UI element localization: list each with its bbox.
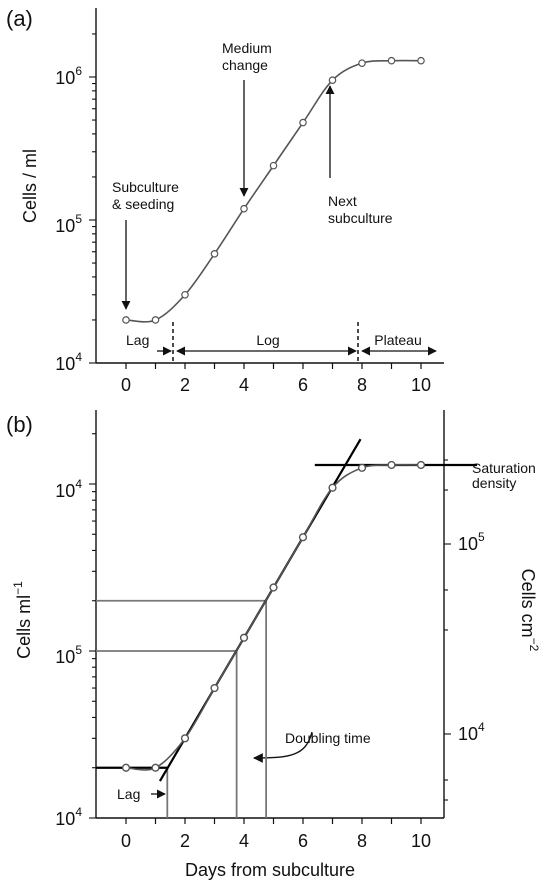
panel-b-x-tick-label: 4 [239, 831, 249, 851]
data-point [387, 56, 396, 65]
lag-annotation: Lag [117, 786, 140, 802]
data-point [357, 463, 367, 472]
doubling-time-annotation: Doubling time [285, 730, 371, 746]
data-point [417, 56, 425, 65]
phase-plateau-label: Plateau [374, 332, 421, 348]
data-point [298, 533, 308, 542]
medium-change-annotation: Medium change [222, 40, 276, 73]
panel-b-data-layer [89, 433, 478, 824]
growth-curve [125, 463, 422, 771]
data-point [358, 59, 366, 67]
data-point [269, 161, 278, 170]
data-point [299, 118, 307, 127]
panel-b-x-tick-label: 8 [357, 831, 367, 851]
panel-a-y-tick-label: 105 [55, 212, 82, 236]
data-point [240, 204, 248, 213]
data-point [151, 316, 160, 324]
data-point [180, 734, 190, 743]
data-point [387, 460, 396, 470]
panel-b-label: (b) [6, 412, 33, 437]
panel-b-y-axis-title: Cells ml−1 [11, 581, 34, 659]
panel-b-x-axis-title: Days from subculture [185, 860, 355, 880]
phase-lag-label: Lag [126, 332, 149, 348]
panel-b-x-tick-label: 6 [298, 831, 308, 851]
saturation-density-annotation: Saturation density [472, 460, 540, 491]
panel-b-y2-axis-title: Cells cm−2 [518, 569, 541, 652]
panel-a-y-tick-label: 104 [55, 350, 82, 374]
data-point [210, 250, 219, 258]
phase-log-label: Log [256, 332, 279, 348]
data-point [181, 290, 189, 299]
panel-a-y-tick-label: 106 [55, 64, 82, 88]
panel-a-x-tick-label: 4 [239, 375, 249, 395]
panel-b-chart: (b) Cells ml−1 Cells cm−2 104 105 104 10… [6, 410, 541, 880]
data-point [416, 460, 426, 470]
panel-a-x-tick-label: 8 [357, 375, 367, 395]
panel-a-y-axis-title: Cells / ml [20, 149, 40, 223]
panel-a-chart: (a) Cells / ml 104 105 106 0 2 4 6 8 10 … [6, 6, 444, 395]
panel-b-y-tick-label: 105 [55, 643, 82, 667]
panel-b-y-tick-label: 104 [55, 477, 82, 501]
next-subculture-annotation: Next subculture [328, 193, 393, 226]
panel-b-x-tick-label: 10 [411, 831, 431, 851]
data-point [151, 763, 160, 772]
panel-a-data-layer [89, 33, 425, 369]
panel-a-x-tick-label: 6 [298, 375, 308, 395]
panel-a-x-tick-label: 10 [411, 375, 431, 395]
doubling-time-arrow [253, 731, 313, 763]
data-point [122, 316, 130, 324]
data-point [328, 483, 337, 492]
panel-a-label: (a) [6, 6, 33, 31]
subculture-annotation: Subculture & seeding [112, 179, 183, 212]
data-point [328, 76, 337, 84]
data-point [239, 633, 249, 642]
panel-b-x-tick-label: 0 [121, 831, 131, 851]
panel-b-y2-tick-label: 105 [458, 530, 485, 554]
data-point [269, 583, 278, 592]
panel-a-x-tick-label: 2 [180, 375, 190, 395]
panel-b-y2-tick-label: 104 [458, 720, 485, 744]
panel-a-x-tick-label: 0 [121, 375, 131, 395]
panel-b-x-tick-label: 2 [180, 831, 190, 851]
data-point [121, 763, 131, 772]
data-point [210, 683, 219, 693]
panel-b-y-tick-label: 104 [55, 805, 82, 829]
